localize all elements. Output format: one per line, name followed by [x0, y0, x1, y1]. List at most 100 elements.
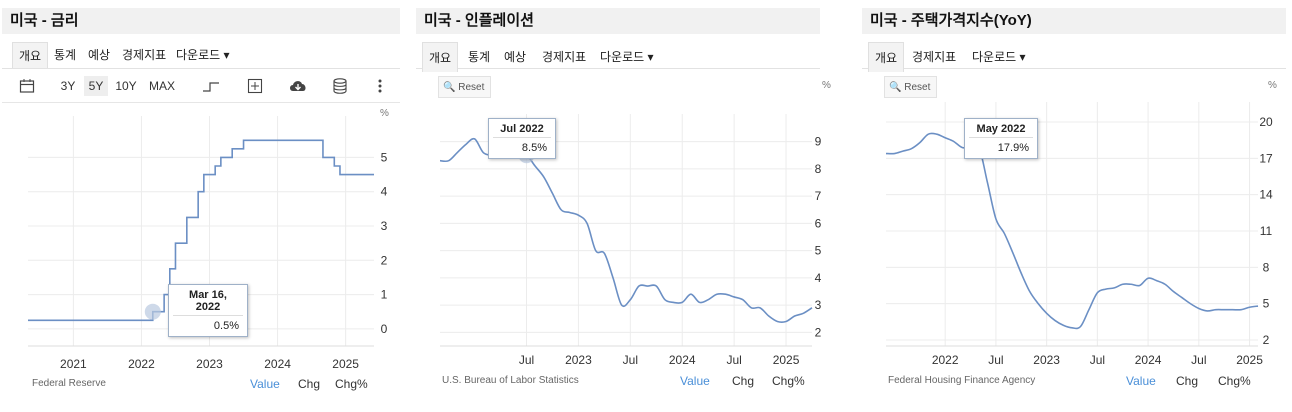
- y-tick-label: 2: [815, 325, 822, 339]
- panel-title: 미국 - 주택가격지수(YoY): [862, 8, 1286, 34]
- tab-statistics[interactable]: 통계: [468, 50, 491, 64]
- tab-overview[interactable]: 개요: [868, 42, 905, 72]
- panel-title: 미국 - 인플레이션: [416, 8, 820, 34]
- tab-statistics[interactable]: 통계: [54, 48, 77, 62]
- range-max-button[interactable]: MAX: [148, 79, 175, 93]
- hover-point: [144, 303, 161, 320]
- panel-housing-price: 미국 - 주택가격지수(YoY) 개요 경제지표 다운로드 ▾ 🔍 Reset …: [862, 8, 1286, 408]
- value-option-value[interactable]: Value: [680, 374, 710, 388]
- caret-down-icon: ▾: [647, 50, 654, 64]
- tab-indicators[interactable]: 경제지표: [122, 48, 167, 62]
- y-tick-label: 0: [381, 322, 388, 336]
- tab-download[interactable]: 다운로드 ▾: [966, 44, 1032, 70]
- tab-download-label: 다운로드: [600, 50, 645, 64]
- x-tick-label: 2023: [196, 357, 223, 371]
- x-tick-label: 2024: [264, 357, 291, 371]
- tab-forecast[interactable]: 예상: [504, 50, 527, 64]
- more-icon[interactable]: [372, 76, 388, 96]
- value-option-chg[interactable]: Chg: [732, 374, 755, 388]
- value-option-value[interactable]: Value: [1126, 374, 1156, 388]
- tab-download[interactable]: 다운로드 ▾: [170, 42, 236, 68]
- y-tick-label: 4: [815, 271, 822, 285]
- reset-label: Reset: [458, 82, 485, 93]
- search-icon: 🔍: [889, 82, 902, 93]
- cloud-download-icon[interactable]: [286, 76, 310, 96]
- y-tick-label: 5: [381, 150, 388, 164]
- chart-tooltip: Mar 16, 2022 0.5%: [168, 284, 248, 337]
- caret-down-icon: ▾: [223, 48, 230, 62]
- y-tick-label: 8: [815, 162, 822, 176]
- tooltip-value: 0.5%: [213, 320, 239, 332]
- x-tick-label: 2024: [669, 353, 696, 367]
- x-tick-label: Jul: [519, 353, 534, 367]
- tooltip-date: May 2022: [969, 119, 1033, 138]
- tooltip-value: 8.5%: [521, 142, 547, 154]
- tab-forecast[interactable]: 예상: [88, 48, 111, 62]
- range-5y-button[interactable]: 5Y: [84, 76, 108, 96]
- interest-rate-chart: 2021 2022 2023 2024 2025 0 1 2 3 4 5: [28, 116, 388, 371]
- y-axis-unit: %: [822, 80, 831, 91]
- reset-zoom-button[interactable]: 🔍 Reset: [438, 76, 492, 98]
- tab-bar: 개요 통계 예상 경제지표 다운로드 ▾: [2, 38, 400, 69]
- value-option-chg[interactable]: Chg: [1176, 374, 1199, 388]
- y-tick-label: 2: [381, 253, 388, 267]
- y-tick-label: 20: [1259, 115, 1273, 129]
- x-tick-label: 2025: [332, 357, 359, 371]
- tab-overview[interactable]: 개요: [422, 42, 459, 72]
- range-3y-button[interactable]: 3Y: [60, 79, 76, 93]
- x-tick-label: 2023: [565, 353, 592, 367]
- value-option-chg-pct[interactable]: Chg%: [772, 374, 805, 388]
- database-icon[interactable]: [330, 76, 350, 96]
- search-icon: 🔍: [443, 82, 456, 93]
- value-option-chg-pct[interactable]: Chg%: [1218, 374, 1251, 388]
- tab-download-label: 다운로드: [972, 50, 1017, 64]
- value-option-chg[interactable]: Chg: [298, 377, 321, 391]
- tab-indicators[interactable]: 경제지표: [542, 50, 587, 64]
- tab-overview[interactable]: 개요: [12, 42, 49, 68]
- tab-indicators[interactable]: 경제지표: [912, 50, 957, 64]
- caret-down-icon: ▾: [1019, 50, 1026, 64]
- reset-zoom-button[interactable]: 🔍 Reset: [884, 76, 938, 98]
- y-tick-label: 3: [815, 298, 822, 312]
- calendar-icon[interactable]: [16, 76, 38, 96]
- tab-download[interactable]: 다운로드 ▾: [594, 44, 660, 70]
- x-tick-label: 2022: [128, 357, 155, 371]
- inflation-chart: Jul 2023 Jul 2024 Jul 2025 2 3 4 5 6 7 8 9: [439, 114, 822, 367]
- x-tick-label: Jul: [623, 353, 638, 367]
- panel-title: 미국 - 금리: [2, 8, 400, 34]
- y-tick-label: 6: [815, 216, 822, 230]
- x-tick-label: 2021: [60, 357, 87, 371]
- step-line-icon[interactable]: [200, 76, 222, 96]
- value-option-chg-pct[interactable]: Chg%: [335, 377, 368, 391]
- x-tick-label: Jul: [988, 353, 1003, 367]
- reset-label: Reset: [904, 82, 931, 93]
- panel-interest-rate: 미국 - 금리 개요 통계 예상 경제지표 다운로드 ▾ 3Y 5Y 10Y M…: [2, 8, 400, 408]
- y-tick-label: 14: [1259, 188, 1273, 202]
- x-tick-label: 2022: [932, 353, 959, 367]
- x-tick-label: 2023: [1033, 353, 1060, 367]
- y-tick-label: 5: [815, 244, 822, 258]
- chart-tooltip: May 2022 17.9%: [964, 118, 1038, 159]
- add-series-icon[interactable]: [244, 76, 266, 96]
- x-tick-label: 2024: [1135, 353, 1162, 367]
- y-tick-label: 5: [1263, 297, 1270, 311]
- x-tick-label: Jul: [726, 353, 741, 367]
- value-option-value[interactable]: Value: [250, 377, 280, 391]
- x-tick-label: Jul: [1090, 353, 1105, 367]
- y-tick-label: 8: [1263, 260, 1270, 274]
- panel-inflation: 미국 - 인플레이션 개요 통계 예상 경제지표 다운로드 ▾ 🔍 Reset …: [416, 8, 831, 408]
- series-line: [885, 132, 1259, 330]
- x-tick-label: 2025: [773, 353, 800, 367]
- y-tick-label: 17: [1259, 151, 1273, 165]
- tooltip-date: Mar 16, 2022: [173, 285, 243, 316]
- y-tick-label: 2: [1263, 333, 1270, 347]
- tooltip-date: Jul 2022: [493, 119, 551, 138]
- y-tick-label: 7: [815, 189, 822, 203]
- series-line: [439, 137, 813, 323]
- range-10y-button[interactable]: 10Y: [115, 79, 137, 93]
- y-tick-label: 3: [381, 219, 388, 233]
- y-axis-unit: %: [1268, 80, 1277, 91]
- source-label: U.S. Bureau of Labor Statistics: [442, 375, 579, 386]
- y-tick-label: 4: [381, 185, 388, 199]
